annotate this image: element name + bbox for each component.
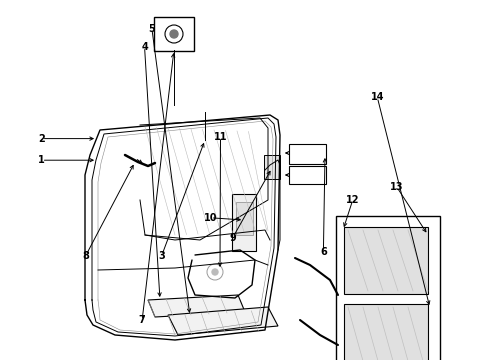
Text: 14: 14: [370, 92, 384, 102]
FancyBboxPatch shape: [289, 166, 326, 184]
Circle shape: [212, 269, 218, 275]
Text: 10: 10: [204, 213, 218, 223]
FancyBboxPatch shape: [289, 144, 326, 164]
Text: 3: 3: [158, 251, 165, 261]
Text: 12: 12: [346, 195, 360, 205]
Text: 7: 7: [139, 315, 146, 325]
FancyBboxPatch shape: [236, 202, 252, 234]
FancyBboxPatch shape: [154, 17, 194, 51]
Text: 8: 8: [82, 251, 89, 261]
Text: 2: 2: [38, 134, 45, 144]
Text: 6: 6: [320, 247, 327, 257]
FancyBboxPatch shape: [264, 155, 280, 179]
Text: 13: 13: [390, 182, 404, 192]
FancyBboxPatch shape: [344, 304, 428, 360]
Polygon shape: [168, 307, 278, 335]
Text: 1: 1: [38, 155, 45, 165]
Text: 4: 4: [141, 42, 148, 52]
FancyBboxPatch shape: [336, 216, 440, 360]
FancyBboxPatch shape: [232, 194, 256, 251]
Text: 11: 11: [214, 132, 227, 142]
Circle shape: [170, 30, 178, 38]
FancyBboxPatch shape: [344, 227, 428, 294]
Polygon shape: [148, 295, 245, 317]
Text: 9: 9: [229, 233, 236, 243]
Text: 5: 5: [148, 24, 155, 34]
